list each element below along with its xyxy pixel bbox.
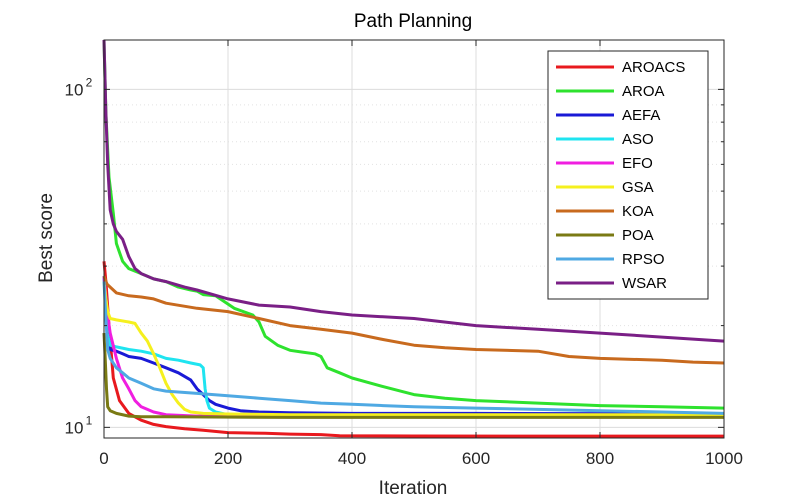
legend-label-wsar: WSAR xyxy=(622,275,667,292)
y-tick-label-exponent: 2 xyxy=(86,75,93,89)
legend-label-gsa: GSA xyxy=(622,179,654,196)
legend-label-aefa: AEFA xyxy=(622,107,660,124)
x-tick-label: 0 xyxy=(99,449,108,468)
legend-label-efo: EFO xyxy=(622,155,653,172)
series-line-aroacs xyxy=(102,261,724,438)
y-axis-label: Best score xyxy=(36,193,57,283)
series-line-aefa xyxy=(102,276,725,416)
legend-label-aroacs: AROACS xyxy=(622,59,685,76)
legend: AROACS AROA AEFA ASO EFO GSA KOA POA RPSO WSAR xyxy=(547,50,709,300)
x-tick-label: 600 xyxy=(462,449,490,468)
series-line-poa xyxy=(102,333,724,419)
series-line-aroa xyxy=(102,39,725,410)
ticks-layer xyxy=(103,40,725,438)
plot-frame xyxy=(103,39,725,439)
y-tick-label: 10 xyxy=(65,80,84,99)
x-tick-label: 800 xyxy=(586,449,614,468)
series-line-gsa xyxy=(102,281,724,417)
x-axis-label: Iteration xyxy=(379,478,448,499)
y-tick-label: 10 xyxy=(65,418,84,437)
legend-label-aroa: AROA xyxy=(622,83,665,100)
series-layer xyxy=(102,39,725,438)
legend-label-aso: ASO xyxy=(622,131,654,148)
series-line-wsar xyxy=(102,39,725,343)
x-tick-label: 1000 xyxy=(705,449,743,468)
x-tick-label: 200 xyxy=(214,449,242,468)
legend-label-rpso: RPSO xyxy=(622,251,665,268)
chart-title: Path Planning xyxy=(354,11,472,32)
series-line-koa xyxy=(102,275,725,365)
x-tick-label: 400 xyxy=(338,449,366,468)
legend-label-koa: KOA xyxy=(622,203,654,220)
series-line-rpso xyxy=(102,281,725,415)
legend-label-poa: POA xyxy=(622,227,654,244)
y-tick-label-exponent: 1 xyxy=(86,413,93,427)
